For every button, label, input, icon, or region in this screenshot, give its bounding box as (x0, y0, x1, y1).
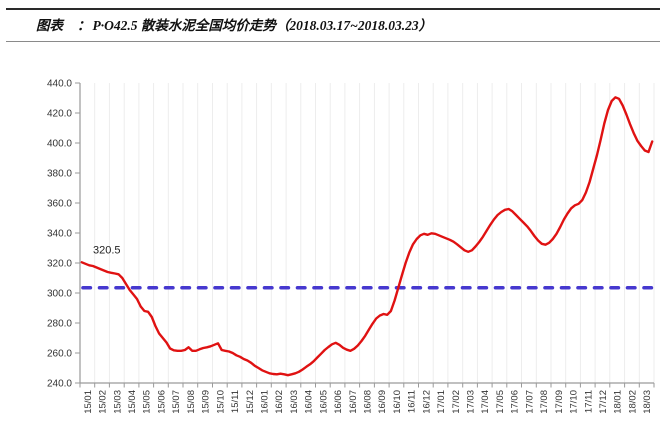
x-tick-label: 17/07 (524, 390, 535, 414)
x-tick-label: 15/06 (156, 390, 167, 414)
x-tick-label: 15/10 (215, 390, 226, 414)
x-tick-label: 15/09 (201, 390, 212, 414)
x-tick-label: 18/02 (627, 390, 638, 414)
x-tick-label: 17/03 (466, 390, 477, 414)
y-tick-label: 280.0 (47, 319, 72, 330)
x-tick-label: 17/01 (436, 390, 447, 414)
price-line-series (80, 96, 654, 377)
x-axis-labels: 15/01 15/02 15/03 15/04 15/05 15/06 15/07 15/08… (79, 383, 655, 414)
x-tick-label: 16/03 (289, 390, 300, 414)
x-tick-label: 17/06 (510, 390, 521, 414)
x-tick-label: 17/12 (598, 390, 609, 414)
x-tick-label: 15/08 (186, 390, 197, 414)
x-tick-label: 16/05 (318, 390, 329, 414)
x-tick-label: 15/03 (112, 390, 123, 414)
y-tick-label: 340.0 (47, 229, 72, 240)
chart-header: 图表 ： P·O42.5 散装水泥全国均价走势（2018.03.17~2018.03… (36, 14, 432, 34)
axes (79, 83, 654, 384)
y-tick-label: 380.0 (47, 169, 72, 180)
header-divider (6, 41, 660, 42)
x-tick-label: 18/03 (642, 390, 653, 414)
x-tick-label: 15/05 (142, 390, 153, 414)
start-value-annotation: 320.5 (93, 244, 121, 256)
x-tick-label: 15/11 (230, 390, 241, 413)
x-tick-label: 16/01 (259, 390, 270, 414)
title-separator: ： (77, 18, 91, 33)
x-tick-label: 15/12 (245, 390, 256, 414)
x-tick-label: 17/04 (480, 390, 491, 414)
x-tick-label: 15/04 (127, 390, 138, 414)
x-tick-label: 17/10 (569, 390, 580, 414)
x-tick-label: 16/11 (407, 390, 418, 413)
y-tick-label: 300.0 (47, 289, 72, 300)
y-tick-label: 240.0 (47, 379, 72, 390)
x-tick-label: 15/07 (171, 390, 182, 414)
x-tick-label: 16/07 (348, 390, 359, 414)
x-tick-label: 15/01 (83, 390, 94, 414)
y-tick-label: 260.0 (47, 349, 72, 360)
x-tick-label: 18/01 (613, 390, 624, 414)
x-tick-label: 17/11 (583, 390, 594, 413)
y-tick-label: 440.0 (47, 79, 72, 90)
x-tick-label: 16/06 (333, 390, 344, 414)
x-tick-label: 15/02 (98, 390, 109, 414)
vertical-gridlines (94, 83, 655, 383)
x-tick-label: 16/09 (377, 390, 388, 414)
page-title: P·O42.5 散装水泥全国均价走势（2018.03.17~2018.03.23… (92, 18, 433, 33)
x-tick-label: 16/12 (421, 390, 432, 414)
y-axis-labels: 240.0 260.0 280.0 300.0 320.0 340.0 360.0 380.0… (47, 79, 80, 390)
y-tick-label: 360.0 (47, 199, 72, 210)
y-tick-label: 420.0 (47, 109, 72, 120)
x-tick-label: 17/02 (451, 390, 462, 414)
annotation-label: 320.5 (93, 244, 121, 256)
x-tick-label: 17/08 (539, 390, 550, 414)
x-tick-label: 16/04 (304, 390, 315, 414)
chart-label: 图表 (36, 18, 63, 33)
top-divider (6, 8, 660, 10)
x-tick-label: 17/09 (554, 390, 565, 414)
y-tick-label: 320.0 (47, 259, 72, 270)
x-tick-label: 16/08 (363, 390, 374, 414)
x-tick-label: 16/10 (392, 390, 403, 414)
x-tick-label: 16/02 (274, 390, 285, 414)
x-tick-label: 17/05 (495, 390, 506, 414)
y-tick-label: 400.0 (47, 139, 72, 150)
